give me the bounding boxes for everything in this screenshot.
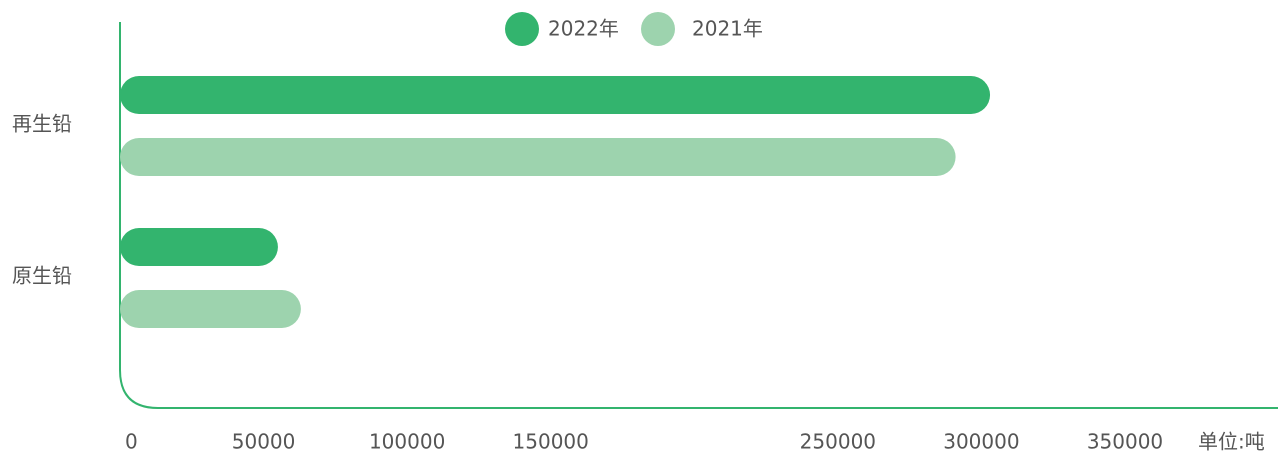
legend-swatch xyxy=(505,12,539,46)
y-tick-label: 再生铅 xyxy=(12,112,72,136)
bar xyxy=(120,138,956,176)
bar xyxy=(120,290,301,328)
bar xyxy=(120,76,991,114)
x-tick-label: 250000 xyxy=(800,430,876,454)
x-tick-label: 0 xyxy=(125,430,138,454)
legend-swatch xyxy=(641,12,675,46)
y-tick-label: 原生铅 xyxy=(12,264,72,288)
x-tick-label: 350000 xyxy=(1087,430,1163,454)
unit-label: 单位:吨 xyxy=(1198,430,1265,454)
x-tick-label: 300000 xyxy=(943,430,1019,454)
x-tick-label: 50000 xyxy=(232,430,296,454)
legend-label: 2022年 xyxy=(548,17,619,41)
axis-line xyxy=(119,22,1278,409)
bar xyxy=(120,228,278,266)
legend-label: 2021年 xyxy=(692,17,763,41)
x-tick-label: 150000 xyxy=(513,430,589,454)
x-tick-label: 100000 xyxy=(369,430,445,454)
